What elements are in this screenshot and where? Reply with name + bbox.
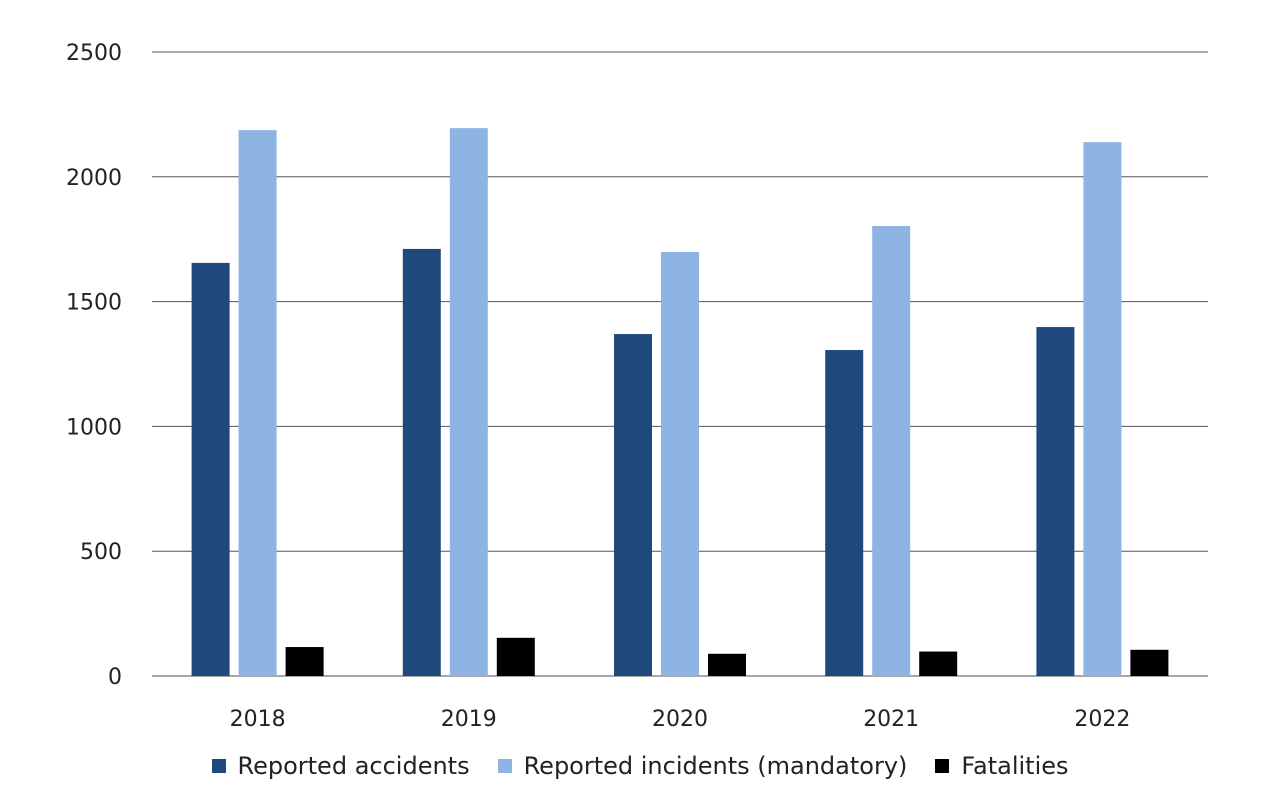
legend-label-fatalities: Fatalities bbox=[961, 752, 1069, 780]
y-tick-label: 500 bbox=[80, 540, 122, 565]
bar-reported-incidents-mandatory--2022 bbox=[1083, 142, 1122, 677]
bar-reported-incidents-mandatory--2021 bbox=[872, 225, 911, 677]
x-tick-label: 2022 bbox=[1074, 707, 1130, 732]
y-tick-label: 1500 bbox=[66, 291, 122, 316]
bar-chart: 0 500 1000 1500 2000 2500 2018 2019 2020 2021 2022 bbox=[66, 41, 1208, 732]
bar-fatalities-2022 bbox=[1130, 649, 1169, 676]
legend-swatch-accidents bbox=[211, 759, 226, 773]
legend-swatch-incidents bbox=[497, 759, 512, 773]
x-tick-label: 2021 bbox=[863, 707, 919, 732]
legend-label-accidents: Reported accidents bbox=[237, 752, 470, 780]
bar-reported-incidents-mandatory--2018 bbox=[238, 130, 277, 676]
legend: Reported accidents Reported incidents (m… bbox=[0, 752, 1280, 780]
legend-item-fatalities: Fatalities bbox=[935, 752, 1069, 780]
x-tick-label: 2018 bbox=[230, 707, 286, 732]
bar-fatalities-2020 bbox=[708, 653, 746, 676]
bar-reported-incidents-mandatory--2019 bbox=[449, 128, 488, 677]
bar-fatalities-2019 bbox=[496, 637, 535, 676]
bar-fatalities-2021 bbox=[919, 651, 958, 676]
x-tick-label: 2019 bbox=[441, 707, 497, 732]
y-tick-label: 0 bbox=[108, 665, 122, 690]
bar-reported-accidents-2022 bbox=[1036, 327, 1075, 676]
y-tick-label: 2000 bbox=[66, 166, 122, 191]
bar-reported-accidents-2021 bbox=[825, 350, 864, 676]
bar-reported-accidents-2019 bbox=[402, 248, 441, 677]
legend-item-incidents: Reported incidents (mandatory) bbox=[497, 752, 908, 780]
legend-item-accidents: Reported accidents bbox=[211, 752, 470, 780]
bar-reported-incidents-mandatory--2020 bbox=[661, 251, 699, 676]
legend-label-incidents: Reported incidents (mandatory) bbox=[523, 752, 908, 780]
x-tick-label: 2020 bbox=[652, 707, 708, 732]
bar-fatalities-2018 bbox=[285, 647, 324, 676]
bar-reported-accidents-2018 bbox=[191, 262, 230, 676]
legend-swatch-fatalities bbox=[935, 759, 950, 773]
y-tick-label: 1000 bbox=[66, 415, 122, 440]
bar-reported-accidents-2020 bbox=[614, 334, 652, 676]
y-tick-label: 2500 bbox=[66, 41, 122, 66]
